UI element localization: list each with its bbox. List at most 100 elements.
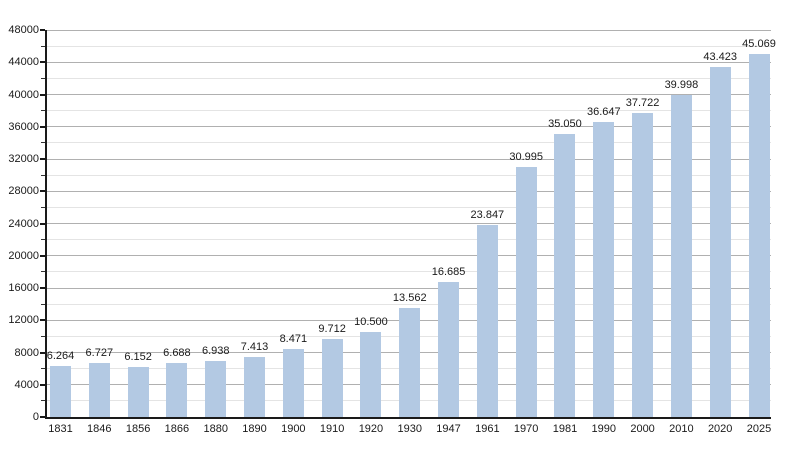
y-axis-minor-tick <box>41 77 45 79</box>
x-tick-label: 1961 <box>475 423 500 435</box>
y-tick-label: 28000 <box>8 185 39 198</box>
gridline-major <box>47 158 771 160</box>
y-tick-label: 4000 <box>14 378 39 391</box>
chart-bar <box>476 224 498 417</box>
gridline-minor <box>47 110 771 112</box>
chart-bar <box>244 357 266 417</box>
x-tick-label: 1981 <box>552 423 578 435</box>
bar-value-label: 36.647 <box>586 105 621 118</box>
x-tick-label: 1970 <box>513 423 539 435</box>
bar-value-label: 16.685 <box>431 266 466 279</box>
x-tick-label: 1856 <box>125 423 151 435</box>
y-tick-label: 12000 <box>8 314 39 327</box>
y-axis-minor-tick <box>41 110 45 112</box>
chart-bar <box>515 167 537 417</box>
bar-value-label: 8.471 <box>279 332 308 345</box>
y-axis-tick <box>40 61 45 64</box>
gridline-minor <box>47 303 771 305</box>
bar-value-label: 6.938 <box>201 345 230 358</box>
x-tick-label: 1846 <box>87 423 112 435</box>
chart-bar <box>399 307 421 417</box>
y-axis-minor-tick <box>41 400 45 402</box>
y-axis-tick <box>40 158 45 160</box>
y-tick-label: 8000 <box>14 346 39 359</box>
gridline-major <box>47 29 771 31</box>
chart-bar <box>360 332 382 417</box>
x-tick-label: 1880 <box>203 423 228 435</box>
chart-bar <box>554 134 576 417</box>
x-tick-label: 1831 <box>48 423 73 435</box>
y-tick-label: 24000 <box>8 217 39 230</box>
y-axis-tick <box>40 351 45 354</box>
x-tick-label: 2010 <box>669 423 694 435</box>
gridline-major <box>47 190 771 192</box>
chart-bar <box>632 112 654 417</box>
x-tick-label: 1920 <box>358 423 384 435</box>
y-tick-label: 40000 <box>8 88 39 101</box>
bar-value-label: 6.688 <box>163 347 191 360</box>
bar-value-label: 23.847 <box>470 208 505 221</box>
chart-bar <box>438 282 460 417</box>
chart-bar <box>282 348 304 417</box>
bar-value-label: 30.995 <box>509 151 543 164</box>
bar-value-label: 6.264 <box>46 350 75 363</box>
y-axis-minor-tick <box>41 303 45 305</box>
gridline-major <box>47 126 771 128</box>
y-axis-minor-tick <box>41 239 45 241</box>
y-axis-minor-tick <box>41 206 45 208</box>
y-axis-minor-tick <box>41 368 45 370</box>
gridline-major <box>47 255 771 257</box>
y-axis-minor-tick <box>41 45 45 47</box>
bar-value-label: 10.500 <box>354 316 388 329</box>
x-tick-label: 1866 <box>164 423 190 435</box>
y-tick-label: 32000 <box>8 153 39 165</box>
y-axis-minor-tick <box>41 271 45 273</box>
x-tick-label: 2020 <box>707 423 733 435</box>
gridline-minor <box>47 77 771 79</box>
y-axis-line <box>45 30 47 417</box>
gridline-minor <box>47 45 771 47</box>
bar-value-label: 9.712 <box>318 322 346 335</box>
chart-bar <box>670 94 692 417</box>
bar-value-label: 6.152 <box>124 351 152 364</box>
gridline-minor <box>47 142 771 144</box>
chart-bar <box>205 361 227 417</box>
y-axis-minor-tick <box>41 335 45 337</box>
x-axis-line <box>45 417 771 419</box>
x-tick-label: 1990 <box>591 423 617 435</box>
x-tick-label: 1930 <box>397 423 422 435</box>
gridline-major <box>47 61 771 63</box>
bar-value-label: 39.998 <box>664 78 699 91</box>
gridline-major <box>47 287 771 289</box>
chart-bar <box>748 53 770 417</box>
x-tick-label: 1947 <box>436 423 461 435</box>
y-tick-label: 20000 <box>8 249 39 262</box>
gridline-minor <box>47 174 771 176</box>
y-tick-label: 16000 <box>8 282 39 294</box>
y-axis-tick <box>40 29 45 31</box>
y-axis-tick <box>40 222 45 225</box>
chart-bar <box>127 367 149 417</box>
y-axis-minor-tick <box>41 174 45 176</box>
y-axis-tick <box>40 383 45 386</box>
y-axis-tick <box>40 319 45 322</box>
bar-value-label: 45.069 <box>742 37 776 50</box>
y-axis-tick <box>40 93 45 96</box>
chart-bar <box>321 338 343 417</box>
gridline-minor <box>47 239 771 241</box>
y-tick-label: 0 <box>32 411 39 423</box>
y-axis-minor-tick <box>41 142 45 144</box>
y-axis-tick <box>40 416 45 418</box>
x-tick-label: 2025 <box>746 423 772 435</box>
y-tick-label: 36000 <box>8 120 39 133</box>
y-axis-tick <box>40 125 45 128</box>
chart-bar <box>50 366 71 417</box>
y-axis-tick <box>40 190 45 193</box>
x-tick-label: 1890 <box>242 423 267 435</box>
y-tick-label: 44000 <box>8 56 39 69</box>
bar-value-label: 43.423 <box>703 50 738 63</box>
gridline-major <box>47 94 771 95</box>
x-tick-label: 1910 <box>319 423 345 435</box>
x-tick-label: 1900 <box>281 423 306 435</box>
